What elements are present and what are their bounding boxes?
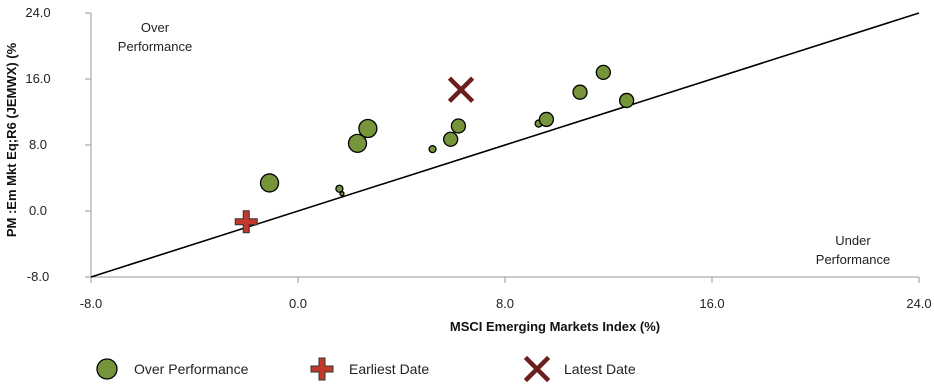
over-performance-point	[595, 64, 611, 81]
x-tick-label: 24.0	[906, 296, 931, 311]
legend-label: Earliest Date	[349, 361, 429, 377]
x-tick-label: 16.0	[699, 296, 724, 311]
y-tick-label: 0.0	[29, 203, 47, 218]
y-tick-label: 24.0	[25, 5, 50, 20]
over-performance-point	[538, 111, 555, 128]
legend-label: Latest Date	[564, 361, 636, 377]
data-points	[234, 64, 635, 234]
y-axis-title: PM :Em Mkt Eq;R6 (JEMWX) (%	[4, 42, 19, 237]
plus-marker-shape	[234, 210, 258, 234]
y-tick-label: 16.0	[25, 71, 50, 86]
legend-label: Over Performance	[134, 361, 249, 377]
legend: Over Performance Earliest Date Latest Date	[96, 355, 636, 383]
annotations: Over Performance Under Performance	[118, 20, 890, 267]
axes: -8.0 0.0 8.0 16.0 24.0 -8.0 0.0 8.0 16.0 24.0	[25, 5, 931, 311]
over-performance-point	[335, 184, 344, 193]
under-performance-label-line1: Under	[835, 233, 871, 248]
earliest-date-point	[234, 210, 258, 234]
x-axis-title: MSCI Emerging Markets Index (%)	[450, 319, 660, 334]
legend-plus-icon	[310, 357, 334, 381]
reference-line-group	[90, 12, 920, 278]
plus-marker-shape	[310, 357, 334, 381]
over-performance-point	[347, 133, 368, 154]
x-marker-stroke	[523, 355, 551, 383]
over-performance-point	[443, 131, 459, 147]
y-tick-label: -8.0	[27, 269, 49, 284]
latest-date-point	[447, 76, 475, 103]
over-performance-point	[450, 118, 467, 134]
x-tick-label: 0.0	[289, 296, 307, 311]
x-marker-stroke	[447, 76, 475, 103]
over-performance-point	[572, 84, 588, 100]
over-performance-point	[428, 144, 437, 154]
over-performance-point	[339, 191, 345, 197]
legend-x-icon	[523, 355, 551, 383]
over-performance-point	[259, 173, 280, 193]
y-tick-label: 8.0	[29, 137, 47, 152]
x-tick-label: -8.0	[80, 296, 102, 311]
reference-line	[90, 12, 920, 278]
x-tick-label: 8.0	[496, 296, 514, 311]
over-performance-label-line1: Over	[141, 20, 170, 35]
over-performance-point	[618, 92, 635, 109]
over-performance-label-line2: Performance	[118, 39, 192, 54]
legend-circle-icon	[96, 358, 118, 380]
over-performance-point	[358, 118, 378, 139]
under-performance-label-line2: Performance	[816, 252, 890, 267]
